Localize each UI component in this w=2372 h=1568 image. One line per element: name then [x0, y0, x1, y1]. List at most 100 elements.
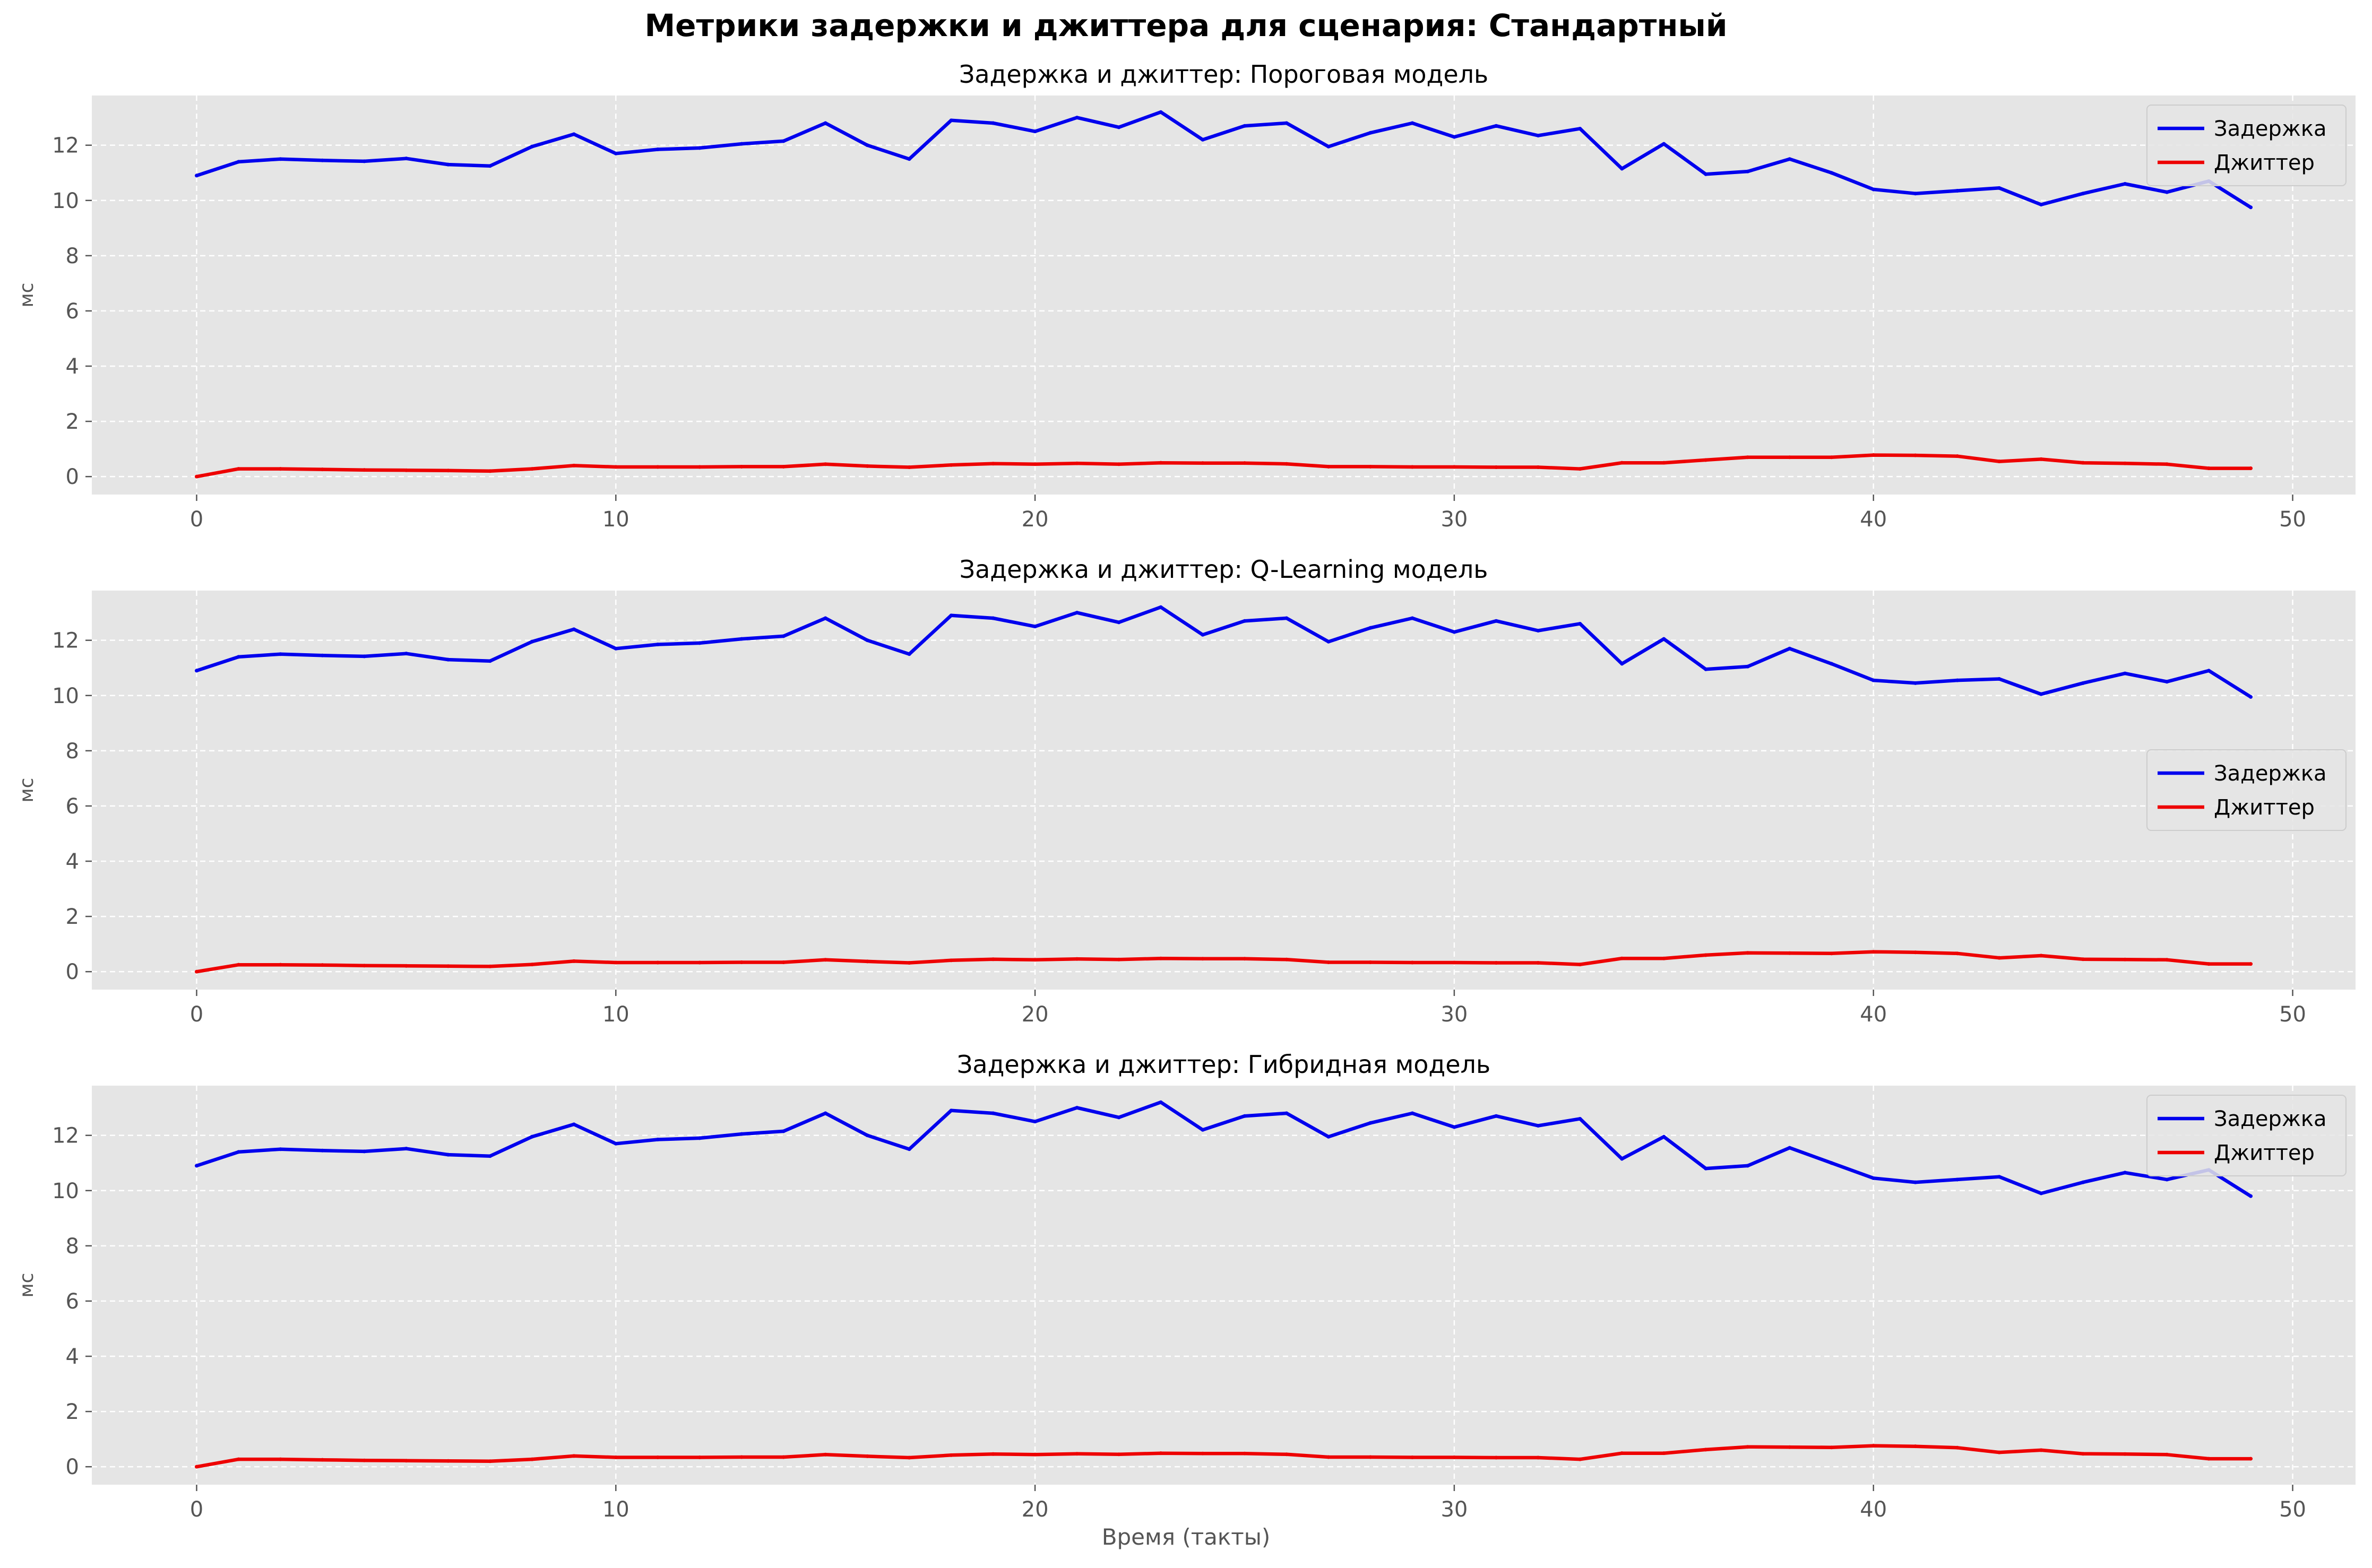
data-point-jitter — [2123, 461, 2127, 465]
data-point-latency — [781, 634, 786, 638]
data-point-latency — [530, 144, 534, 149]
data-point-latency — [1452, 1125, 1456, 1129]
data-point-latency — [404, 1147, 408, 1151]
data-point-jitter — [2165, 1452, 2169, 1457]
data-point-latency — [1284, 1111, 1289, 1115]
data-point-jitter — [865, 464, 869, 468]
data-point-jitter — [2081, 461, 2085, 465]
data-point-jitter — [1033, 462, 1037, 466]
data-point-latency — [2207, 669, 2211, 673]
data-point-jitter — [530, 1457, 534, 1461]
data-point-latency — [697, 1136, 702, 1140]
data-point-jitter — [1452, 465, 1456, 469]
data-point-jitter — [404, 964, 408, 968]
data-point-latency — [1955, 678, 1960, 682]
data-point-latency — [1201, 1128, 1205, 1132]
data-point-latency — [1830, 1161, 1834, 1165]
data-point-latency — [2039, 203, 2043, 207]
data-point-jitter — [1997, 460, 2002, 464]
data-point-latency — [1326, 144, 1331, 149]
data-point-jitter — [194, 969, 199, 974]
data-point-jitter — [2207, 1457, 2211, 1461]
data-point-latency — [1997, 677, 2002, 681]
data-point-latency — [2123, 1171, 2127, 1175]
data-point-jitter — [1955, 454, 1960, 458]
data-point-latency — [1788, 157, 1792, 161]
data-point-jitter — [1494, 1456, 1498, 1460]
data-point-jitter — [1494, 465, 1498, 469]
series-line-jitter — [195, 1444, 2253, 1469]
data-point-latency — [1620, 1157, 1624, 1161]
data-point-latency — [1117, 125, 1121, 129]
data-point-jitter — [907, 1456, 911, 1460]
data-point-latency — [1033, 1120, 1037, 1124]
data-point-latency — [1075, 1106, 1079, 1110]
data-point-jitter — [1913, 1444, 1918, 1449]
data-point-jitter — [1662, 461, 1666, 465]
data-point-jitter — [1117, 1452, 1121, 1457]
data-point-jitter — [697, 960, 702, 965]
data-point-jitter — [1704, 458, 1708, 462]
data-point-latency — [572, 1122, 576, 1127]
data-point-latency — [1913, 681, 1918, 685]
data-point-jitter — [1159, 956, 1163, 960]
data-point-latency — [1536, 628, 1540, 633]
data-point-jitter — [614, 960, 618, 965]
data-point-latency — [1871, 187, 1876, 192]
x-tick-label: 40 — [1860, 1497, 1887, 1522]
data-point-jitter — [991, 957, 995, 961]
data-point-jitter — [278, 1457, 282, 1461]
data-point-jitter — [1201, 957, 1205, 961]
data-point-jitter — [1955, 1445, 1960, 1450]
data-point-latency — [1955, 189, 1960, 193]
data-point-jitter — [781, 1455, 786, 1459]
data-point-latency — [865, 1133, 869, 1138]
data-point-jitter — [1284, 957, 1289, 961]
y-axis-label: мс — [16, 283, 38, 308]
y-tick-label: 2 — [66, 905, 79, 929]
data-point-jitter — [1871, 453, 1876, 457]
data-point-latency — [320, 1148, 324, 1153]
x-tick-label: 40 — [1860, 1002, 1887, 1027]
x-axis-label: Время (такты) — [1101, 1524, 1271, 1550]
legend-label: Джиттер — [2214, 1141, 2315, 1165]
data-point-latency — [194, 174, 199, 178]
data-point-jitter — [823, 1452, 827, 1457]
data-point-jitter — [949, 463, 953, 467]
data-point-jitter — [2249, 962, 2253, 966]
data-point-latency — [1997, 1175, 2002, 1179]
data-point-jitter — [1830, 951, 1834, 956]
data-point-jitter — [1326, 464, 1331, 469]
data-point-latency — [614, 646, 618, 651]
data-point-jitter — [572, 959, 576, 963]
data-point-latency — [488, 659, 492, 663]
data-point-latency — [739, 637, 744, 641]
data-point-jitter — [446, 964, 450, 968]
data-point-jitter — [865, 1454, 869, 1458]
y-tick-label: 0 — [66, 1455, 79, 1479]
data-point-jitter — [1159, 461, 1163, 465]
data-point-jitter — [320, 1458, 324, 1462]
data-point-jitter — [655, 960, 660, 965]
data-point-jitter — [1536, 465, 1540, 469]
data-point-jitter — [991, 1452, 995, 1456]
y-tick-label: 0 — [66, 960, 79, 984]
data-point-latency — [320, 158, 324, 162]
data-point-latency — [2123, 182, 2127, 186]
data-point-latency — [446, 657, 450, 662]
data-point-jitter — [1955, 951, 1960, 956]
data-point-latency — [572, 627, 576, 631]
x-tick-label: 20 — [1022, 1002, 1049, 1027]
data-point-jitter — [1075, 461, 1079, 465]
data-point-jitter — [1284, 1452, 1289, 1457]
figure-title: Метрики задержки и джиттера для сценария… — [644, 7, 1728, 44]
chart-panel-3: 0 10 20 30 40 50 0 2 4 6 8 10 12 мс Задержка и джиттер… — [16, 1050, 2356, 1522]
data-point-latency — [1913, 1180, 1918, 1184]
x-tick-label: 10 — [602, 507, 629, 532]
data-point-latency — [1201, 137, 1205, 142]
y-tick-label: 10 — [52, 684, 79, 708]
x-tick-label: 50 — [2279, 507, 2306, 532]
data-point-jitter — [1997, 1450, 2002, 1454]
y-tick-label: 4 — [66, 354, 79, 379]
data-point-latency — [949, 1108, 953, 1113]
